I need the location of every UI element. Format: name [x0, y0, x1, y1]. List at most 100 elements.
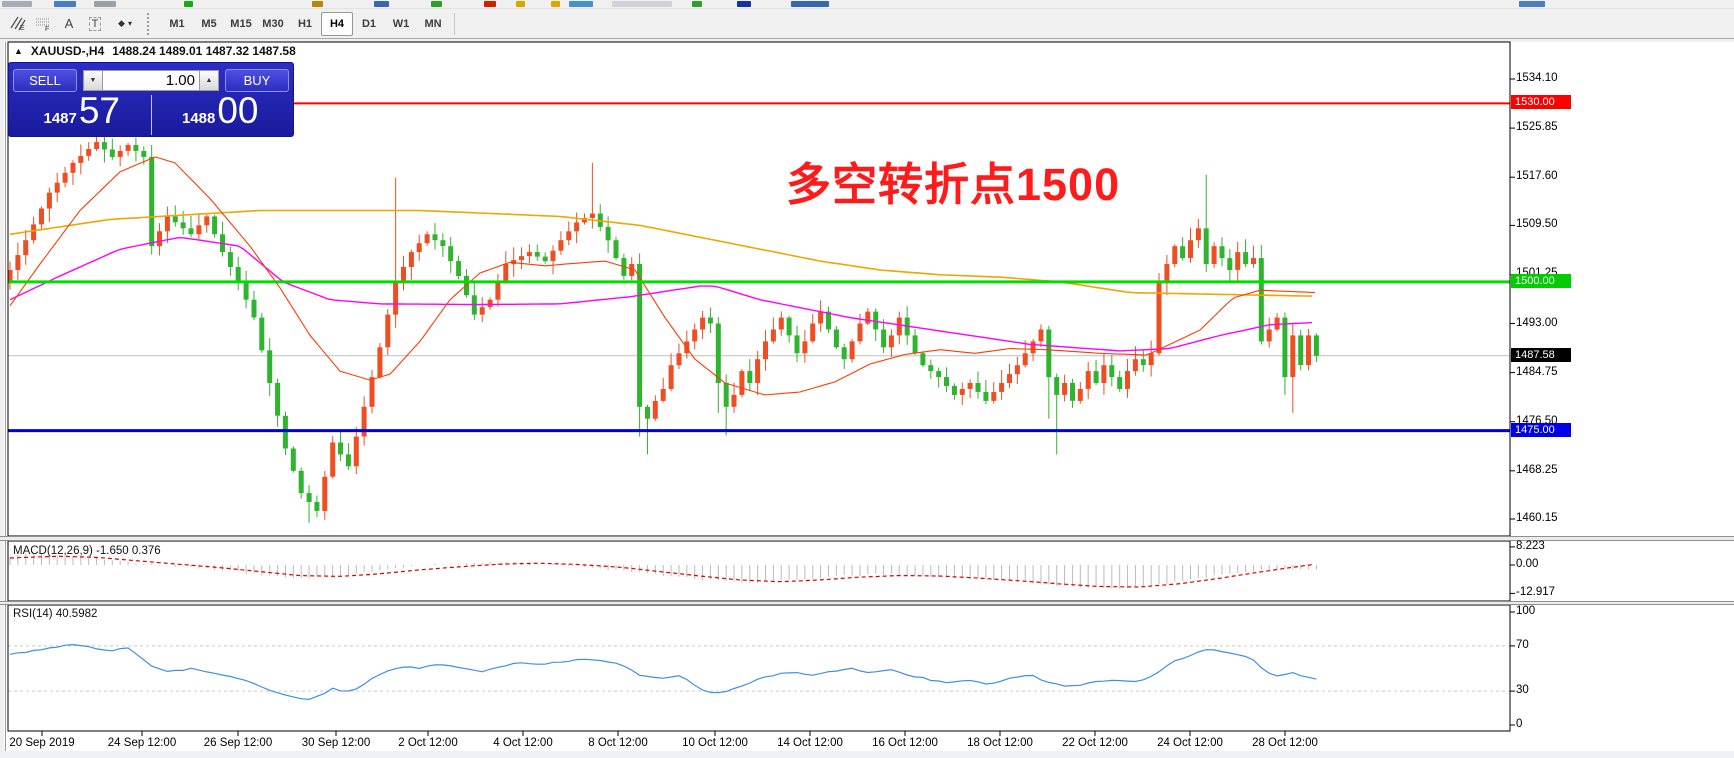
diamond-icon: ◆: [118, 18, 125, 28]
hatch-icon: E: [9, 16, 26, 31]
toolbar-icon-fragment[interactable]: [184, 1, 193, 7]
timeframe-button-w1[interactable]: W1: [392, 17, 410, 30]
timeframe-bar: M1 M5 M15 M30 H1 H4 D1 W1 MN: [161, 11, 449, 36]
price-level-badge: 1487.58: [1511, 347, 1571, 362]
price-axis-label: 1468.25: [1516, 463, 1558, 476]
toolbar-icon-fragment[interactable]: [94, 1, 116, 7]
rsi-label: RSI(14) 40.5982: [13, 608, 98, 620]
toolbar-icon-fragment[interactable]: [791, 1, 829, 7]
macd-axis-label: -12.917: [1516, 586, 1556, 599]
price-level-badge: 1500.00: [1511, 273, 1571, 288]
toolbar-icon-fragment[interactable]: [431, 1, 442, 7]
top-toolbar-partial: [0, 0, 1734, 9]
buy-price-small: 1488: [181, 110, 216, 127]
time-axis-label: 18 Oct 12:00: [967, 737, 1033, 749]
timeframe-button-m15[interactable]: M15: [230, 17, 252, 30]
time-axis-label: 4 Oct 12:00: [493, 737, 553, 749]
macd-panel-resize-handle[interactable]: [0, 536, 1734, 541]
toolbar-icon-fragment[interactable]: [737, 1, 751, 7]
toolbar-icon-fragment[interactable]: [551, 1, 560, 7]
time-axis-label: 24 Sep 12:00: [107, 737, 177, 749]
volume-stepper: ▼ ▲: [83, 69, 219, 91]
price-level-badge: 1475.00: [1511, 422, 1571, 437]
price-axis-label: 1517.60: [1516, 170, 1558, 183]
time-axis-label: 30 Sep 12:00: [301, 737, 371, 749]
toolbar-icon-fragment[interactable]: [374, 1, 389, 7]
macd-axis-label: 8.223: [1516, 539, 1545, 552]
sell-price-big: 57: [78, 90, 121, 131]
sell-price-small: 1487: [43, 110, 77, 127]
price-level-badge: 1530.00: [1511, 95, 1571, 110]
buy-price-big: 00: [217, 90, 259, 131]
collapse-arrow-icon[interactable]: ▲: [14, 46, 23, 56]
text-label-tool-icon[interactable]: T: [82, 12, 108, 36]
rsi-axis-label: 70: [1516, 638, 1529, 651]
toolbar-icon-fragment[interactable]: [1519, 1, 1545, 7]
macd-label: MACD(12,26,9) -1.650 0.376: [13, 545, 161, 557]
svg-text:E: E: [20, 25, 25, 31]
sell-price[interactable]: 1487 57: [13, 90, 151, 137]
toolbar-icon-fragment[interactable]: [516, 1, 525, 7]
timeframe-button-m5[interactable]: M5: [201, 17, 217, 30]
time-axis-label: 26 Sep 12:00: [203, 737, 273, 749]
ohlc-values: 1488.24 1489.01 1487.32 1487.58: [112, 44, 296, 58]
crosshatch-indicator-icon[interactable]: E: [4, 12, 30, 36]
time-axis-label: 22 Oct 12:00: [1062, 737, 1128, 749]
timeframe-button-m30[interactable]: M30: [262, 17, 284, 30]
price-axis-label: 1493.00: [1516, 316, 1558, 329]
rsi-axis-label: 30: [1516, 684, 1529, 697]
text-tool-icon[interactable]: A: [56, 12, 82, 36]
time-axis-label: 8 Oct 12:00: [588, 737, 648, 749]
price-axis-label: 1484.75: [1516, 365, 1558, 378]
timeframe-button-d1[interactable]: D1: [361, 17, 377, 30]
chart-annotation: 多空转折点1500: [786, 159, 1121, 210]
svg-text:F: F: [45, 26, 49, 31]
time-axis-label: 2 Oct 12:00: [398, 737, 458, 749]
sell-button[interactable]: SELL: [13, 68, 77, 92]
time-axis-label: 10 Oct 12:00: [682, 737, 748, 749]
rsi-axis-label: 100: [1516, 605, 1536, 617]
price-axis-label: 1525.85: [1516, 121, 1558, 134]
toolbar: E F A T ◆ ▾ M1 M5 M15 M30 H1 H4 D1 W1 MN: [0, 9, 1734, 39]
price-axis-label: 1460.15: [1516, 512, 1558, 524]
toolbar-icon-fragment[interactable]: [2, 1, 32, 7]
toolbar-icon-fragment[interactable]: [612, 1, 672, 7]
timeframe-button-h4[interactable]: H4: [321, 11, 353, 36]
price-axis-label: 1509.50: [1516, 218, 1558, 231]
toolbar-icon-fragment[interactable]: [569, 1, 593, 7]
toolbar-icon-fragment[interactable]: [54, 1, 76, 7]
shapes-dropdown[interactable]: ◆ ▾: [108, 12, 142, 36]
symbol-label: XAUUSD-,H4: [30, 44, 105, 58]
volume-increase-button[interactable]: ▲: [199, 69, 219, 91]
status-strip: [0, 751, 1734, 758]
chart-title: ▲ XAUUSD-,H4 1488.24 1489.01 1487.32 148…: [14, 44, 296, 58]
buy-price[interactable]: 1488 00: [152, 90, 290, 137]
toolbar-icon-fragment[interactable]: [692, 1, 702, 7]
toolbar-icon-fragment[interactable]: [312, 1, 323, 7]
timeframe-button-h1[interactable]: H1: [297, 17, 313, 30]
time-axis-label: 14 Oct 12:00: [777, 737, 843, 749]
fibonacci-grid-icon[interactable]: F: [30, 12, 56, 36]
letter-a-icon: A: [64, 16, 74, 31]
volume-decrease-button[interactable]: ▼: [83, 69, 103, 91]
time-axis-label: 24 Oct 12:00: [1157, 737, 1223, 749]
rsi-panel-resize-handle[interactable]: [0, 601, 1734, 605]
volume-input[interactable]: [103, 69, 199, 91]
timeframe-button-mn[interactable]: MN: [424, 17, 442, 30]
time-axis-label: 20 Sep 2019: [9, 737, 75, 749]
timeframe-button-m1[interactable]: M1: [169, 17, 185, 30]
toolbar-separator: [454, 12, 455, 35]
boxed-t-icon: T: [88, 16, 102, 31]
rsi-axis-label: 0: [1516, 718, 1523, 730]
trade-panel: SELL ▼ ▲ BUY 1487 57 1488 00: [8, 62, 294, 137]
toolbar-icon-fragment[interactable]: [484, 1, 496, 7]
toolbar-drag-handle[interactable]: [147, 12, 156, 35]
chevron-down-icon: ▾: [127, 19, 132, 28]
macd-axis-label: 0.00: [1516, 558, 1539, 570]
price-divider: [150, 95, 152, 135]
buy-button[interactable]: BUY: [225, 68, 289, 92]
time-axis-label: 16 Oct 12:00: [872, 737, 938, 749]
time-axis-label: 28 Oct 12:00: [1252, 737, 1318, 749]
price-axis-label: 1534.10: [1516, 72, 1558, 84]
